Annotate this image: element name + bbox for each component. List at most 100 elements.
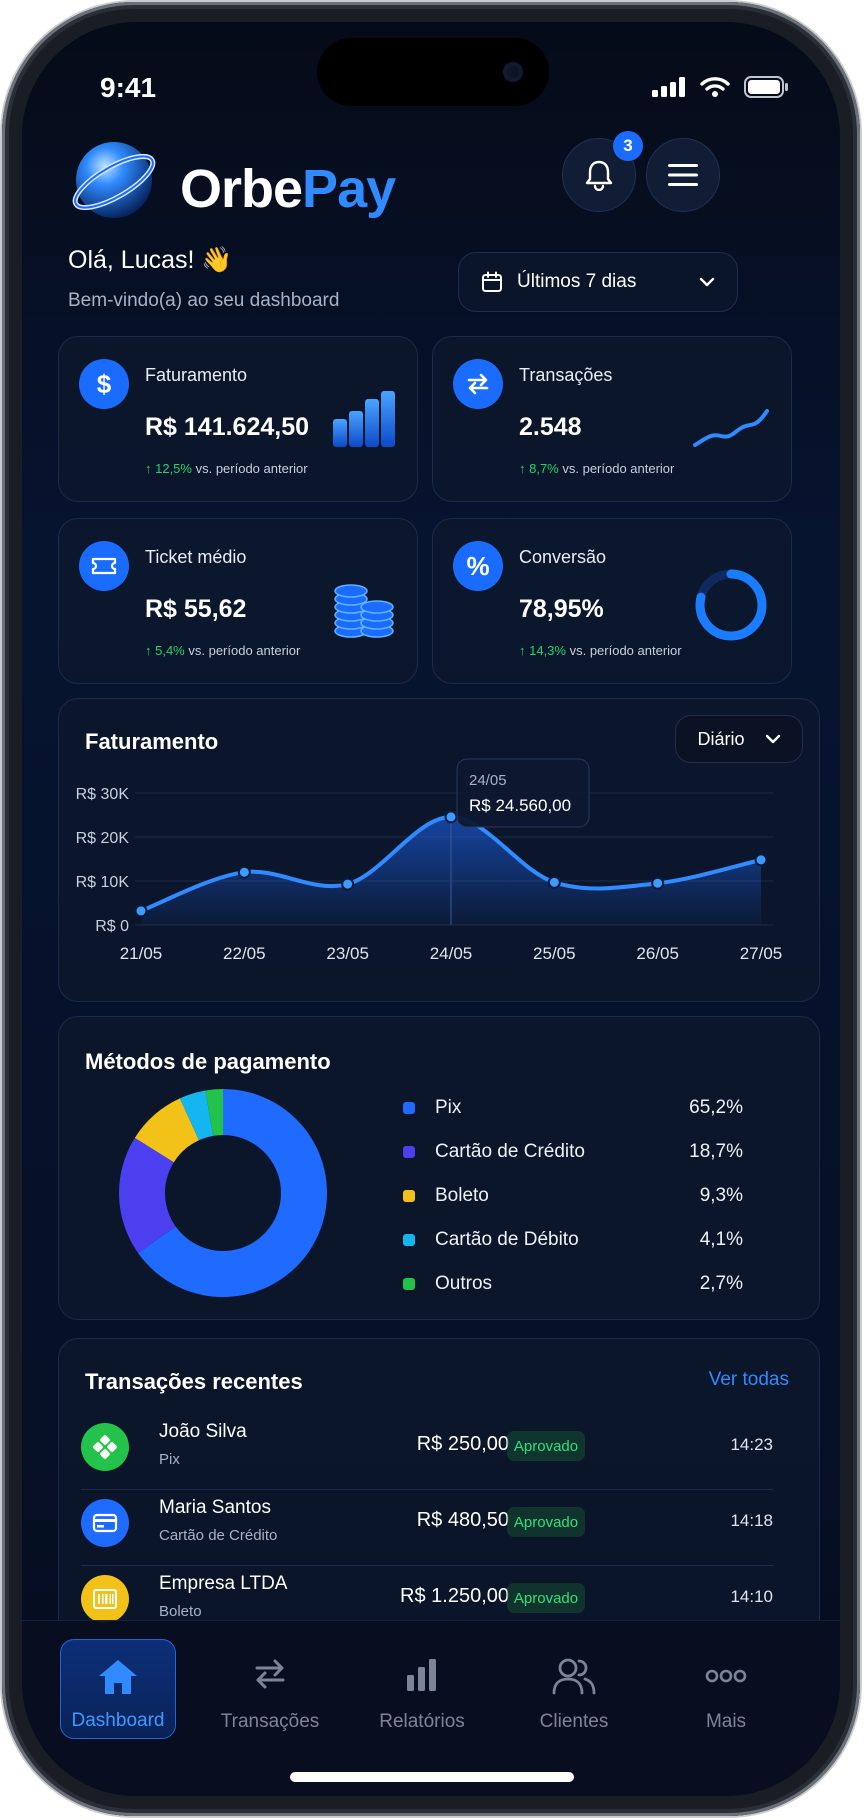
transaction-amount: R$ 250,00 [416, 1433, 509, 1455]
legend-row-others: Outros 2,7% [403, 1273, 743, 1295]
data-point[interactable] [754, 853, 768, 867]
ticket-icon [79, 541, 129, 591]
kpi-card-avg-ticket[interactable]: Ticket médio R$ 55,62 ↑ 5,4% vs. período… [58, 518, 418, 684]
data-point[interactable] [651, 876, 665, 890]
greeting-title: Olá, Lucas! 👋 [68, 246, 233, 274]
coins-stack-graphic [334, 584, 394, 638]
barcode-icon [81, 1575, 129, 1623]
tab-dashboard[interactable]: Dashboard [60, 1639, 176, 1739]
tab-label: Dashboard [71, 1710, 165, 1731]
data-point[interactable] [444, 810, 458, 824]
kpi-compare: vs. período anterior [558, 461, 675, 476]
revenue-area-chart[interactable]: R$ 30K R$ 20K R$ 10K R$ 0 21/05 22/05 23/05 24/… [59, 699, 821, 1003]
kpi-card-conversion[interactable]: % Conversão 78,95% ↑ 14,3% vs. período a… [432, 518, 792, 684]
legend-swatch [403, 1102, 415, 1114]
period-select-label: Diário [697, 728, 745, 749]
kpi-compare: vs. período anterior [565, 643, 682, 658]
row-divider [81, 1489, 773, 1490]
calendar-icon [482, 271, 502, 292]
payment-methods-donut-chart[interactable] [113, 1083, 333, 1303]
transaction-row[interactable]: João Silva Pix R$ 250,00 Aprovado 14:23 [81, 1415, 773, 1487]
tab-label: Transações [220, 1711, 320, 1732]
kpi-title: Transações [519, 365, 613, 385]
data-point[interactable] [134, 904, 148, 918]
users-icon [552, 1658, 596, 1695]
tab-more[interactable]: Mais [668, 1639, 784, 1739]
kpi-card-transactions[interactable]: Transações 2.548 ↑ 8,7% vs. período ante… [432, 336, 792, 502]
date-range-label: Últimos 7 dias [517, 271, 637, 292]
kpi-compare: vs. período anterior [184, 643, 301, 658]
legend-swatch [403, 1146, 415, 1158]
period-select[interactable]: Diário [675, 715, 803, 763]
row-divider [81, 1565, 773, 1566]
revenue-chart-title: Faturamento [85, 729, 219, 754]
legend-pct: 18,7% [689, 1141, 743, 1162]
kpi-title: Conversão [519, 547, 607, 567]
legend-swatch [403, 1278, 415, 1290]
trend-line-graphic [693, 409, 769, 447]
menu-button[interactable] [646, 138, 720, 212]
tab-transactions[interactable]: Transações [212, 1639, 328, 1739]
recent-transactions-card: Transações recentes Ver todas João Silva… [58, 1338, 820, 1668]
legend-name: Pix [435, 1097, 462, 1118]
donut-slice[interactable] [205, 1089, 223, 1136]
x-tick-label: 27/05 [740, 944, 783, 963]
transaction-time: 14:23 [730, 1435, 773, 1454]
notifications-button[interactable]: 3 [562, 131, 643, 212]
transaction-amount: R$ 480,50 [416, 1509, 509, 1531]
transaction-method: Pix [159, 1451, 180, 1468]
status-bar: 9:41 [22, 22, 840, 132]
legend-pct: 65,2% [689, 1097, 743, 1118]
more-dots-icon [705, 1669, 747, 1683]
donut-slice[interactable] [134, 1098, 199, 1163]
legend-row-debit-card: Cartão de Débito 4,1% [403, 1229, 743, 1251]
kpi-delta-pct: ↑ 12,5% [145, 461, 192, 476]
tab-reports[interactable]: Relatórios [364, 1639, 480, 1739]
transaction-name: Maria Santos [159, 1497, 271, 1518]
x-tick-label: 24/05 [430, 944, 473, 963]
transaction-row[interactable]: Empresa LTDA Boleto R$ 1.250,00 Aprovado… [81, 1567, 773, 1639]
date-range-select[interactable]: Últimos 7 dias [458, 252, 738, 312]
tab-label: Clientes [539, 1711, 609, 1732]
kpi-value: R$ 55,62 [145, 595, 247, 623]
transaction-name: Empresa LTDA [159, 1573, 288, 1594]
dollar-icon: $ [79, 359, 129, 409]
kpi-title: Faturamento [145, 365, 248, 385]
legend-name: Outros [435, 1273, 493, 1294]
tab-label: Relatórios [379, 1711, 465, 1732]
orbe-logo-icon [72, 142, 156, 218]
donut-slice[interactable] [138, 1089, 327, 1297]
chart-tooltip [456, 758, 590, 828]
status-badge: Aprovado [507, 1507, 585, 1537]
donut-slice[interactable] [118, 1137, 176, 1254]
tab-label: Mais [705, 1711, 747, 1732]
legend-pct: 2,7% [699, 1273, 743, 1294]
transaction-row[interactable]: Maria Santos Cartão de Crédito R$ 480,50… [81, 1491, 773, 1563]
legend-name: Cartão de Débito [435, 1229, 579, 1250]
app-header: OrbePay 3 [64, 130, 804, 230]
payment-methods-card: Métodos de pagamento Pix 65,2% Cartão de… [58, 1016, 820, 1320]
data-point[interactable] [341, 877, 355, 891]
kpi-card-revenue[interactable]: $ Faturamento R$ 141.624,50 ↑ 12,5% vs. … [58, 336, 418, 502]
tab-clients[interactable]: Clientes [516, 1639, 632, 1739]
bar-chart-icon [407, 1659, 436, 1691]
data-point[interactable] [237, 865, 251, 879]
x-tick-label: 21/05 [120, 944, 163, 963]
brand-name: OrbePay [180, 158, 396, 220]
kpi-title: Ticket médio [145, 547, 247, 567]
transaction-method: Boleto [159, 1603, 202, 1620]
credit-card-icon [81, 1499, 129, 1547]
transaction-amount: R$ 1.250,00 [400, 1585, 509, 1607]
see-all-link[interactable]: Ver todas [708, 1369, 789, 1390]
greeting-subtitle: Bem-vindo(a) ao seu dashboard [68, 290, 340, 311]
y-tick-label: R$ 10K [76, 874, 130, 891]
home-indicator [290, 1772, 574, 1782]
y-tick-label: R$ 0 [95, 918, 129, 935]
donut-slice[interactable] [179, 1090, 214, 1141]
x-tick-label: 23/05 [326, 944, 369, 963]
kpi-delta-pct: ↑ 8,7% [519, 461, 559, 476]
x-tick-label: 22/05 [223, 944, 266, 963]
data-point[interactable] [547, 875, 561, 889]
brand-part1: Orbe [180, 159, 303, 219]
percent-icon: % [453, 541, 503, 591]
